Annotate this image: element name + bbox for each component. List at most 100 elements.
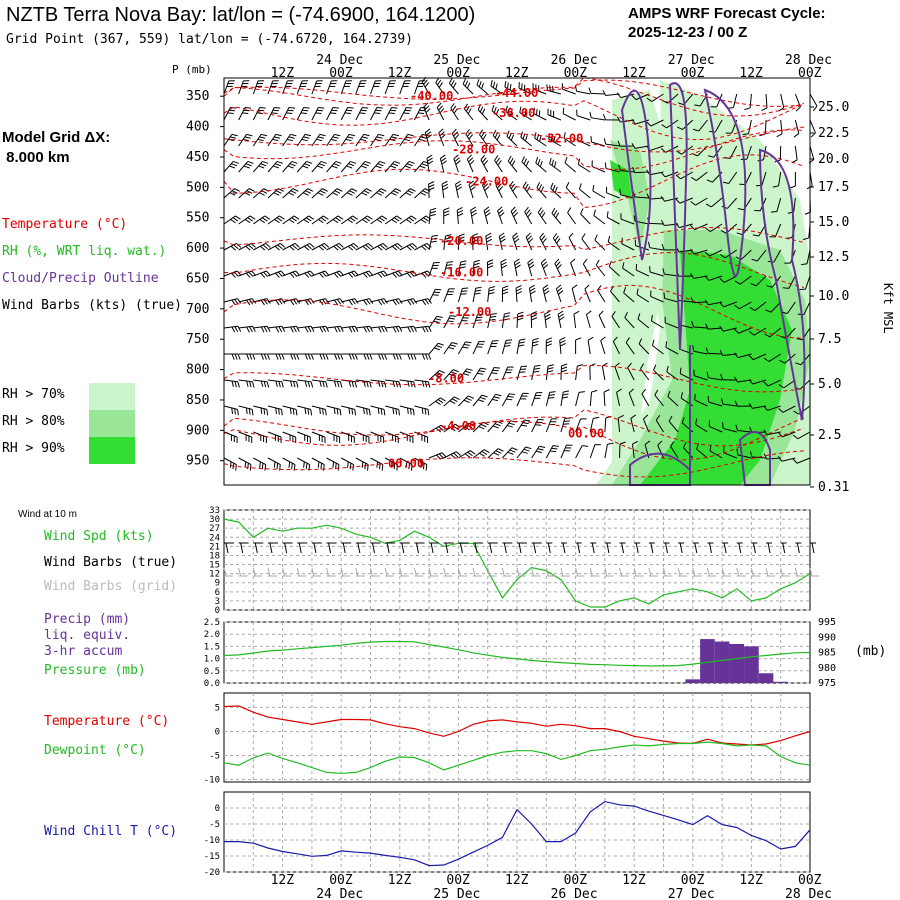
barb-shaft	[479, 134, 489, 147]
wind-barb	[554, 258, 562, 277]
wind-barb	[297, 353, 314, 360]
barb-feather	[395, 326, 400, 333]
barb-shaft	[809, 119, 816, 134]
barb-shaft	[370, 134, 379, 147]
barb-feather	[316, 138, 323, 142]
barb-feather	[549, 157, 552, 164]
barb-feather	[481, 108, 486, 115]
barb-feather	[427, 157, 433, 162]
barb-shaft	[634, 196, 649, 199]
barb-feather	[350, 160, 357, 164]
barb-shaft	[761, 171, 767, 186]
barb-shaft	[340, 242, 354, 251]
barb-feather	[644, 440, 651, 445]
wind-barb	[695, 418, 708, 433]
wind-barb	[759, 119, 767, 137]
wind-barb	[282, 457, 296, 471]
barb-feather	[369, 298, 374, 304]
surface-wind-barb-true	[517, 542, 527, 554]
surface-wind-barb-true	[473, 542, 484, 554]
barb-feather	[589, 567, 593, 577]
barb-shaft	[470, 210, 474, 225]
barb-shaft	[370, 80, 376, 95]
barb-feather	[665, 542, 668, 554]
barb-feather	[661, 244, 665, 250]
barb-feather	[296, 326, 300, 332]
barb-feather	[347, 218, 354, 224]
barb-feather	[365, 271, 371, 277]
wind-barb	[777, 455, 796, 462]
barb-shaft	[767, 379, 781, 387]
barb-feather	[354, 353, 358, 360]
barb-feather	[349, 463, 352, 470]
barb-feather	[229, 165, 236, 169]
barb-feather	[271, 112, 278, 114]
barb-feather	[473, 259, 480, 263]
wind-barb	[778, 379, 796, 389]
barb-feather	[706, 179, 713, 183]
barb-feather	[282, 567, 286, 577]
wind-barb	[384, 215, 402, 225]
barb-feather	[552, 184, 556, 191]
barb-feather	[536, 133, 539, 140]
wind-barb	[530, 311, 538, 329]
barb-feather	[441, 180, 448, 185]
barb-feather	[752, 542, 756, 554]
barb-shaft	[423, 106, 430, 121]
time-tick-label-bottom: 12Z	[622, 873, 646, 888]
barb-shaft	[297, 405, 311, 410]
barb-shaft	[591, 117, 605, 121]
height-tick-label: 20.0	[818, 152, 849, 167]
barb-feather	[258, 109, 265, 112]
time-tick-label-bottom: 12Z	[739, 873, 763, 888]
barb-shaft	[384, 80, 391, 95]
barb-shaft	[238, 215, 251, 225]
wind-barb	[441, 180, 449, 199]
barb-feather	[524, 135, 528, 142]
wind-barb	[472, 286, 482, 303]
barb-feather	[720, 398, 724, 405]
barb-feather	[396, 464, 399, 471]
barb-feather	[245, 407, 248, 414]
barb-shaft	[709, 425, 723, 433]
barb-shaft	[428, 315, 438, 329]
barb-feather	[307, 408, 310, 415]
barb-feather	[263, 353, 267, 360]
barb-feather	[752, 234, 759, 237]
barb-feather	[479, 452, 485, 457]
barb-feather	[496, 183, 502, 189]
wind-barb	[267, 242, 286, 251]
barb-shaft	[443, 342, 453, 355]
surface-wind-barb-true	[238, 542, 249, 554]
time-tick-label-bottom: 00Z	[446, 873, 470, 888]
time-tick-label-top: 00Z	[681, 66, 705, 81]
barb-feather	[260, 299, 265, 306]
surface-wind-barb-true	[546, 542, 553, 554]
barb-feather	[677, 567, 681, 577]
wind-barb	[733, 352, 752, 359]
legend-precip-accum: 3-hr accum	[44, 644, 123, 659]
date-label-bottom: 26 Dec	[551, 887, 598, 900]
barb-shaft	[267, 80, 274, 95]
barb-feather	[263, 326, 268, 333]
wind-barb	[487, 313, 497, 329]
barb-shaft	[384, 134, 394, 147]
barb-shaft	[501, 447, 513, 459]
barb-feather	[611, 311, 616, 317]
barb-feather	[360, 138, 367, 142]
barb-feather	[539, 209, 544, 216]
barb-shaft	[252, 188, 265, 199]
pressure-axis-title: P (mb)	[172, 63, 212, 76]
barb-feather	[332, 461, 335, 468]
barb-feather	[588, 87, 592, 94]
barb-feather	[456, 186, 463, 191]
barb-feather	[603, 389, 610, 393]
barb-feather	[378, 353, 382, 360]
barb-feather	[524, 109, 527, 116]
barb-feather	[706, 371, 709, 378]
barb-feather	[515, 285, 522, 289]
pressure-tick-label: 600	[186, 241, 209, 256]
barb-feather	[395, 408, 398, 415]
barb-feather	[650, 314, 653, 321]
barb-feather	[679, 367, 682, 374]
